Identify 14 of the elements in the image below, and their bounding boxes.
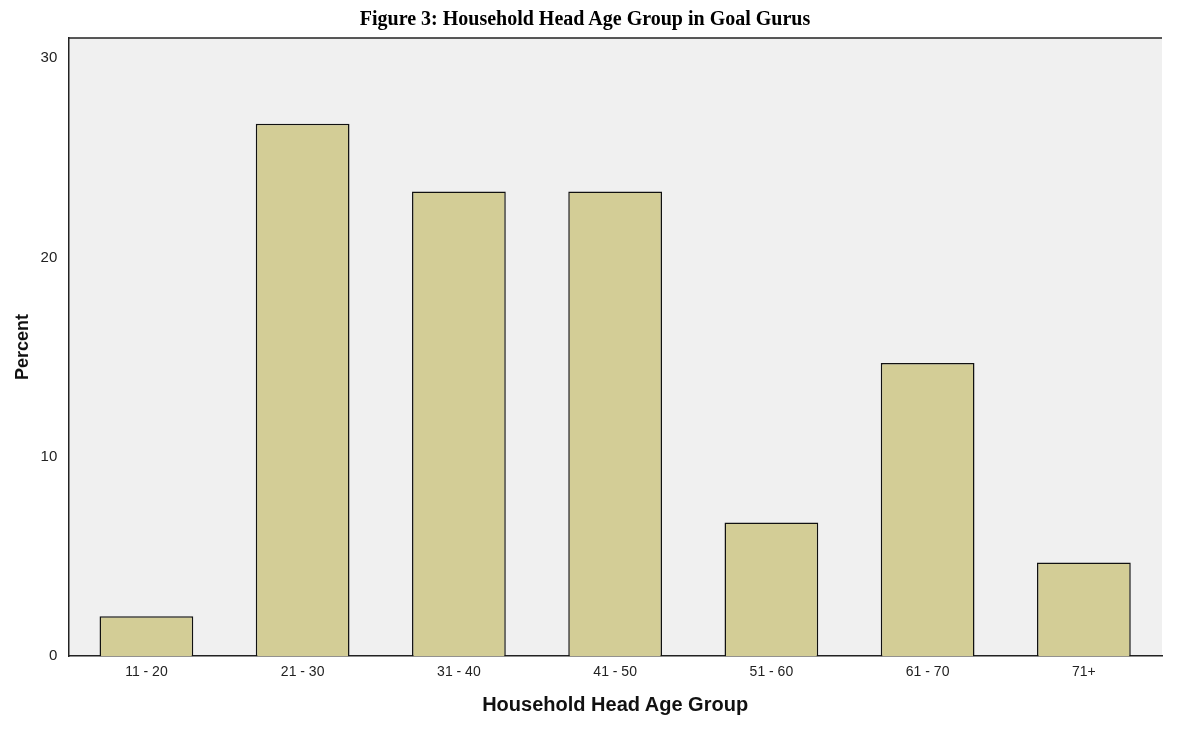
x-tick-label: 31 - 40 (437, 663, 481, 680)
x-axis-title: Household Head Age Group (482, 692, 749, 715)
y-tick-label: 30 (40, 48, 58, 66)
x-tick-label: 61 - 70 (905, 663, 950, 680)
x-tick-label: 21 - 30 (280, 663, 325, 680)
y-axis-title: Percent (11, 314, 32, 381)
x-tick-label: 11 - 20 (125, 663, 168, 680)
y-tick-label: 10 (40, 446, 58, 464)
x-tick-label: 71+ (1072, 663, 1096, 680)
chart-title: Figure 3: Household Head Age Group in Goal Gurus (359, 7, 811, 31)
y-tick-label: 0 (48, 646, 58, 664)
x-tick-label: 41 - 50 (593, 663, 638, 680)
x-tick-label: 51 - 60 (749, 663, 794, 680)
y-tick-label: 20 (40, 247, 58, 265)
